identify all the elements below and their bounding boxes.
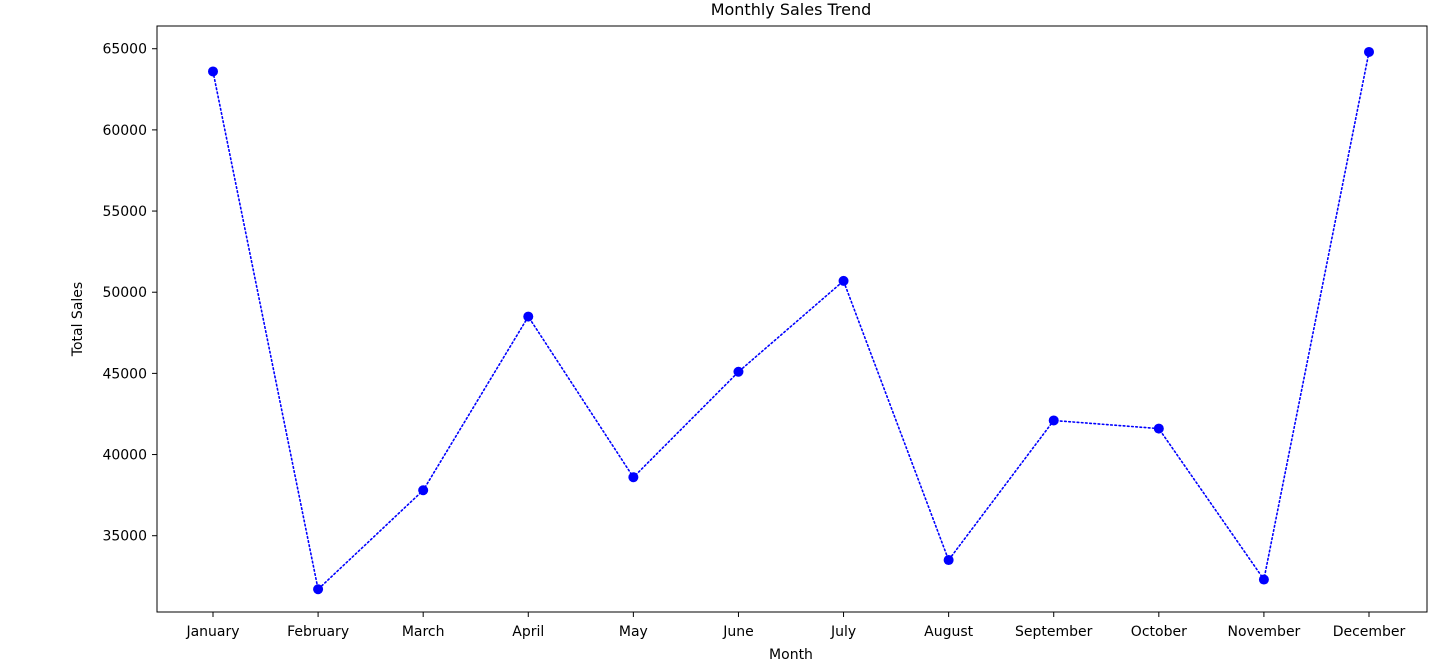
y-tick-label: 55000	[102, 204, 147, 220]
x-axis: January February March April May June July Augu…	[185, 612, 1406, 640]
data-point	[1153, 423, 1164, 434]
x-tick-label: August	[924, 624, 974, 640]
y-tick-label: 60000	[102, 123, 147, 139]
data-point	[523, 311, 534, 322]
x-tick-label: November	[1227, 624, 1300, 640]
y-tick-label: 40000	[102, 448, 147, 464]
x-tick-label: June	[722, 624, 754, 640]
data-point	[628, 472, 639, 483]
series-group	[208, 46, 1374, 595]
data-point	[418, 485, 429, 496]
data-point	[838, 275, 849, 286]
y-tick-label: 50000	[102, 285, 147, 301]
x-tick-label: March	[402, 624, 445, 640]
data-point	[313, 584, 324, 595]
data-point	[1364, 46, 1374, 57]
plot-frame	[156, 25, 1428, 613]
x-tick-label: February	[287, 624, 349, 640]
data-point	[1258, 574, 1269, 585]
x-tick-label: September	[1015, 624, 1093, 640]
data-point	[208, 66, 218, 77]
x-tick-label: January	[185, 624, 239, 640]
x-tick-label: April	[512, 624, 544, 640]
x-tick-label: December	[1333, 624, 1406, 640]
chart-title: Monthly Sales Trend	[711, 0, 872, 19]
y-axis-label: Total Sales	[70, 282, 86, 357]
data-point	[943, 555, 954, 566]
plot-area	[156, 25, 1428, 613]
x-axis-label: Month	[769, 647, 813, 663]
data-point	[1048, 415, 1059, 426]
x-tick-label: October	[1131, 624, 1187, 640]
x-tick-label: July	[830, 624, 856, 640]
y-tick-label: 65000	[102, 42, 147, 58]
data-point	[733, 366, 744, 377]
y-axis: 35000 40000 45000 50000 55000 60000 65000	[102, 42, 157, 545]
y-tick-label: 45000	[102, 366, 147, 382]
y-tick-label: 35000	[102, 529, 147, 545]
series-line	[212, 51, 1370, 591]
x-tick-label: May	[619, 624, 648, 640]
